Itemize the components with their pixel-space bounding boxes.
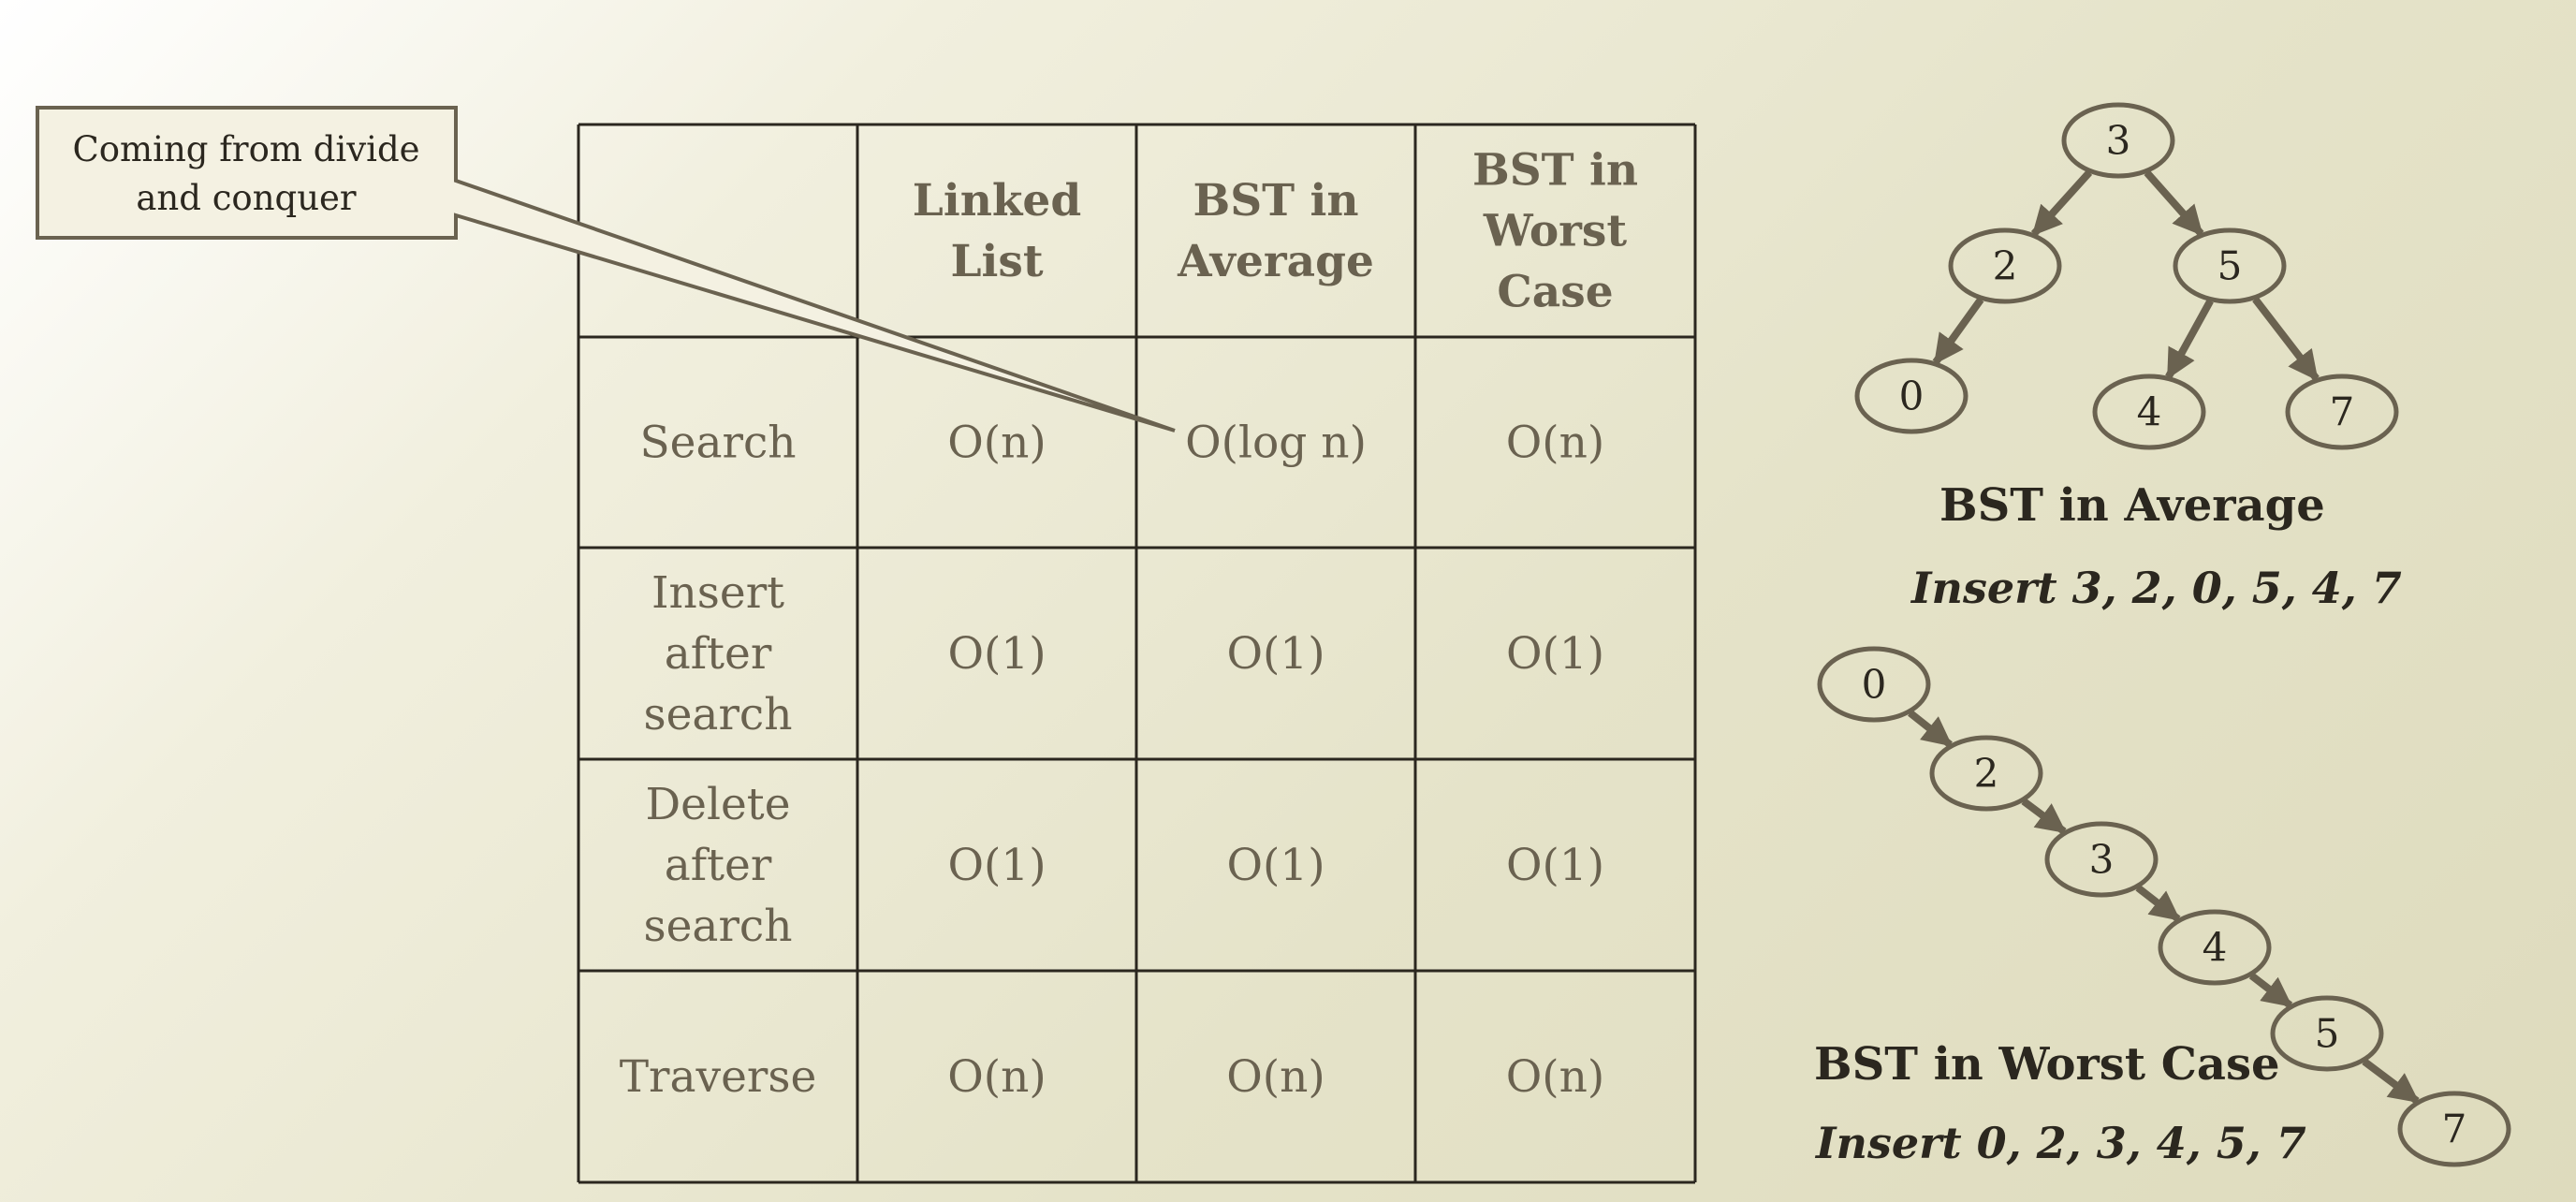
bst-average-edge-3-5 xyxy=(2144,169,2204,237)
cell-r1-c2: O(1) xyxy=(1506,628,1604,680)
callout-line-1: Coming from divide xyxy=(72,129,419,169)
bst-worst-node-label-3: 3 xyxy=(2089,837,2115,883)
bst-average-node-0 xyxy=(1854,358,1969,434)
bst-worst-node-label-2: 2 xyxy=(1974,751,1999,797)
callout-line-2: and conquer xyxy=(136,178,357,218)
bst-average-edge-2-0 xyxy=(1932,297,1984,365)
bst-worst-node-label-5: 5 xyxy=(2315,1011,2340,1057)
cell-r3-c2: O(n) xyxy=(1506,1051,1604,1103)
bst-worst-edge-2-3 xyxy=(2021,798,2067,835)
bst-worst-node-7 xyxy=(2397,1091,2511,1167)
bst-worst-subtitle: Insert 0, 2, 3, 4, 5, 7 xyxy=(1814,1118,2306,1168)
row-label-0: Search xyxy=(639,418,796,469)
complexity-table-text: Linked List BST in Average BST in Worst Case Se… xyxy=(620,145,1638,1104)
callout-shape xyxy=(36,106,1176,432)
bst-average-edge-5-7 xyxy=(2252,297,2320,382)
bst-average-node-label-7: 7 xyxy=(2330,389,2355,435)
bst-worst-title: BST in Worst Case xyxy=(1814,1038,2280,1091)
cell-r2-c2: O(1) xyxy=(1506,840,1604,891)
bst-average-tree: 3 2 5 0 4 7 xyxy=(1854,102,2399,450)
bst-average-node-3 xyxy=(2061,102,2175,179)
bst-worst-edge-5-7 xyxy=(2362,1058,2420,1105)
bst-worst-node-label-0: 0 xyxy=(1862,662,1887,708)
cell-r3-c0: O(n) xyxy=(947,1051,1046,1103)
cell-r0-c2: O(n) xyxy=(1506,418,1604,469)
cell-r1-c1: O(1) xyxy=(1226,628,1325,680)
column-header-1: Linked List xyxy=(913,175,1081,287)
complexity-table xyxy=(577,123,1697,1184)
bst-average-subtitle: Insert 3, 2, 0, 5, 4, 7 xyxy=(1910,563,2402,613)
bst-worst-node-label-4: 4 xyxy=(2203,925,2228,971)
row-label-1: Insert after search xyxy=(643,567,792,740)
bst-worst-node-3 xyxy=(2044,821,2159,898)
bst-average-edge-5-4 xyxy=(2165,299,2214,380)
bst-worst-node-5 xyxy=(2270,995,2384,1072)
bst-worst-node-0 xyxy=(1817,646,1931,723)
cell-r3-c1: O(n) xyxy=(1226,1051,1325,1103)
column-header-2: BST in Average xyxy=(1177,175,1374,287)
bst-average-node-label-5: 5 xyxy=(2217,243,2243,289)
row-label-2: Delete after search xyxy=(643,779,792,952)
callout-box: Coming from divide and conquer xyxy=(36,106,1176,432)
bst-worst-edge-4-5 xyxy=(2248,972,2293,1009)
bst-average-node-label-4: 4 xyxy=(2137,389,2162,435)
bst-average-node-label-0: 0 xyxy=(1899,374,1925,419)
column-header-3: BST in Worst Case xyxy=(1472,145,1638,318)
bst-worst-tree: 0 2 3 4 5 7 xyxy=(1817,646,2511,1167)
cell-r0-c0: O(n) xyxy=(947,418,1046,469)
bst-worst-node-2 xyxy=(1929,735,2043,812)
bst-worst-edge-3-4 xyxy=(2135,885,2181,922)
bst-average-node-7 xyxy=(2285,374,2399,450)
bst-average-title: BST in Average xyxy=(1939,479,2325,532)
row-label-3: Traverse xyxy=(620,1051,817,1103)
bst-worst-node-4 xyxy=(2158,909,2272,986)
bst-average-node-2 xyxy=(1948,227,2062,304)
bst-average-edge-3-2 xyxy=(2030,169,2093,237)
bst-average-node-4 xyxy=(2092,374,2206,450)
cell-r2-c0: O(1) xyxy=(947,840,1046,891)
bst-average-node-label-3: 3 xyxy=(2106,118,2131,164)
cell-r2-c1: O(1) xyxy=(1226,840,1325,891)
bst-worst-node-label-7: 7 xyxy=(2442,1107,2467,1152)
bst-average-node-label-2: 2 xyxy=(1993,243,2018,289)
cell-r0-c1: O(log n) xyxy=(1185,418,1367,469)
bst-average-node-5 xyxy=(2173,227,2287,304)
cell-r1-c0: O(1) xyxy=(947,628,1046,680)
bst-worst-edge-0-2 xyxy=(1908,710,1953,748)
